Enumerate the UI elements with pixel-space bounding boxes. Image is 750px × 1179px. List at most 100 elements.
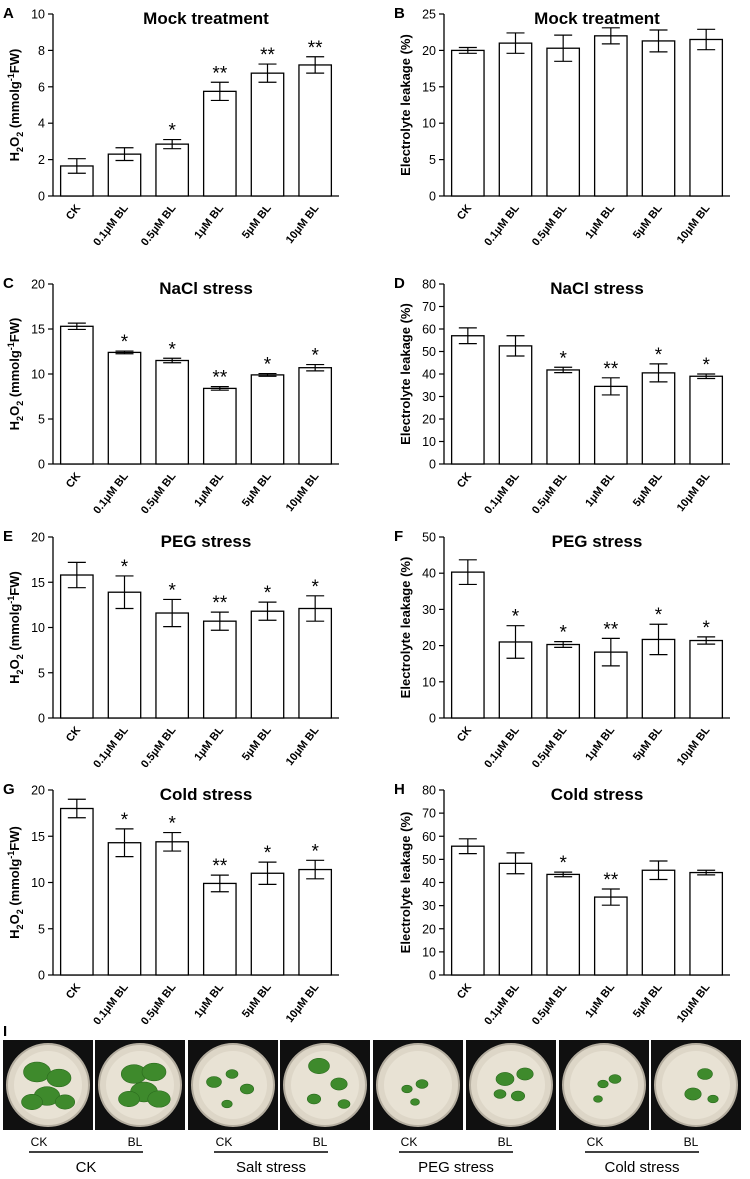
y-tick-label: 60 (422, 323, 436, 337)
y-tick-label: 15 (31, 323, 45, 337)
y-tick-label: 2 (38, 153, 45, 167)
significance-label: * (121, 810, 129, 831)
x-tick-label: 1μM BL (192, 470, 226, 509)
y-tick-label: 15 (31, 576, 45, 590)
x-tick-label: 0.5μM BL (530, 470, 570, 516)
seedling-leaf (54, 1094, 76, 1110)
x-tick-label: 1μM BL (583, 981, 617, 1020)
y-tick-label: 20 (422, 639, 436, 653)
panel-letter: D (394, 275, 405, 292)
y-tick-label: 10 (31, 621, 45, 635)
x-tick-label: 0.5μM BL (139, 470, 179, 516)
x-tick-label: 10μM BL (675, 470, 713, 514)
x-tick-label: CK (455, 981, 474, 1001)
bar (593, 896, 628, 976)
y-tick-label: 30 (422, 390, 436, 404)
bar (689, 375, 724, 465)
x-tick-label: CK (455, 470, 474, 490)
x-tick-label: 0.1μM BL (482, 202, 522, 248)
y-axis-label: Electrolyte leakage (%) (398, 34, 413, 176)
x-tick-label: CK (64, 724, 83, 744)
x-tick-label: 5μM BL (631, 470, 665, 509)
bar (107, 591, 142, 719)
seedling-leaf (46, 1068, 72, 1088)
significance-label: * (311, 841, 319, 862)
y-tick-label: 20 (31, 531, 45, 545)
y-tick-label: 50 (422, 345, 436, 359)
significance-label: * (264, 843, 272, 864)
x-tick-label: CK (64, 202, 83, 222)
x-tick-label: 0.5μM BL (139, 724, 179, 770)
chart-A: A Mock treatment 0 2 4 6 8 10 H2O2 (mmolg-1FW) CK… (3, 5, 339, 248)
bar (298, 64, 333, 197)
y-tick-label: 40 (422, 876, 436, 890)
x-tick-label: 1μM BL (192, 724, 226, 763)
y-tick-label: 70 (422, 300, 436, 314)
chart-F: F PEG stress 0 10 20 30 40 50 Electrolyte leakag… (394, 528, 730, 770)
seedling-leaf (516, 1067, 534, 1081)
y-tick-label: 20 (31, 784, 45, 798)
bar (107, 351, 142, 465)
seedling-leaf (410, 1098, 420, 1106)
significance-label: * (168, 121, 176, 142)
chart-title: PEG stress (552, 532, 643, 551)
bar (155, 841, 190, 976)
y-tick-label: 0 (429, 712, 436, 726)
y-tick-label: 20 (422, 44, 436, 58)
petri-dish-photo (651, 1040, 741, 1130)
bar (546, 369, 581, 465)
bar (450, 49, 485, 197)
significance-label: ** (212, 63, 227, 84)
y-tick-label: 15 (422, 80, 436, 94)
seedling-leaf (493, 1089, 507, 1099)
x-tick-label: CK (455, 724, 474, 744)
y-tick-label: 60 (422, 830, 436, 844)
seedling-leaf (684, 1087, 702, 1101)
y-tick-label: 5 (38, 922, 45, 936)
seedling-leaf (510, 1090, 526, 1102)
petri-dish-photo (466, 1040, 556, 1130)
y-tick-label: 20 (422, 413, 436, 427)
bar (155, 359, 190, 465)
group-label: PEG stress (418, 1159, 494, 1176)
bar (546, 873, 581, 976)
x-tick-label: 10μM BL (284, 202, 322, 246)
bar (593, 35, 628, 197)
x-tick-label: 5μM BL (631, 202, 665, 241)
chart-title: Mock treatment (534, 9, 660, 28)
seedling-leaf (23, 1061, 51, 1083)
chart-title: NaCl stress (159, 279, 253, 298)
seedling-leaf (415, 1079, 429, 1089)
significance-label: ** (260, 45, 275, 66)
petri-dish-photo (188, 1040, 278, 1130)
x-tick-label: 10μM BL (675, 202, 713, 246)
group-label: CK (76, 1159, 97, 1176)
photo-group: CK BL Cold stress (585, 1135, 699, 1176)
x-tick-label: 0.1μM BL (482, 981, 522, 1027)
x-tick-label: 0.5μM BL (139, 981, 179, 1027)
x-tick-label: 10μM BL (675, 981, 713, 1025)
chart-C: C NaCl stress 0 5 10 15 20 H2O2 (mmolg-1FW) CK * 0… (3, 275, 339, 516)
pair-label-bl: BL (128, 1135, 143, 1149)
significance-label: * (512, 607, 520, 628)
x-tick-label: CK (455, 202, 474, 222)
seedling-leaf (206, 1076, 222, 1088)
x-tick-label: 5μM BL (240, 981, 274, 1020)
x-tick-label: 1μM BL (583, 470, 617, 509)
seedling-leaf (239, 1083, 255, 1095)
petri-dish-photo (373, 1040, 463, 1130)
seedling-leaf (401, 1084, 413, 1094)
x-tick-label: 0.5μM BL (139, 202, 179, 248)
bar (202, 620, 237, 719)
bar (689, 38, 724, 197)
significance-label: ** (212, 856, 227, 877)
x-tick-label: 0.1μM BL (91, 470, 131, 516)
seedling-leaf (118, 1091, 140, 1108)
y-axis-label: H2O2 (mmolg-1FW) (6, 571, 25, 684)
seedling-leaf (707, 1094, 719, 1104)
bar (593, 385, 628, 465)
significance-label: * (168, 814, 176, 835)
y-tick-label: 0 (429, 190, 436, 204)
x-tick-label: CK (64, 981, 83, 1001)
